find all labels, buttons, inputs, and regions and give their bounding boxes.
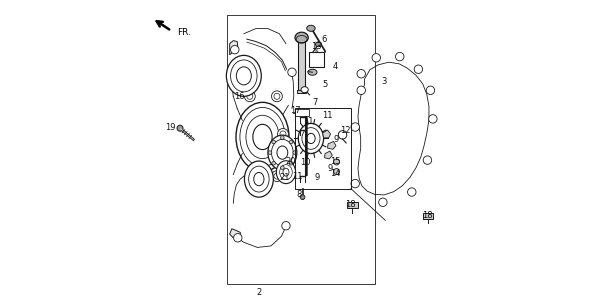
Text: 11: 11 (303, 117, 314, 126)
Circle shape (271, 91, 283, 102)
Circle shape (395, 52, 404, 61)
Circle shape (281, 136, 284, 139)
Ellipse shape (277, 146, 288, 159)
Ellipse shape (283, 168, 289, 176)
Circle shape (245, 172, 256, 182)
Ellipse shape (276, 161, 296, 184)
Text: FR.: FR. (177, 28, 191, 37)
Bar (227, 15, 375, 284)
Bar (295, 108, 351, 189)
Circle shape (282, 222, 290, 230)
Text: 9: 9 (327, 164, 333, 173)
Circle shape (357, 86, 365, 95)
Circle shape (414, 65, 422, 73)
Circle shape (293, 151, 297, 154)
Circle shape (277, 129, 289, 139)
Text: 18: 18 (422, 211, 432, 220)
Circle shape (423, 156, 432, 164)
Circle shape (281, 166, 284, 169)
Circle shape (231, 45, 239, 54)
Text: 13: 13 (311, 42, 322, 51)
Bar (422, 213, 434, 219)
Ellipse shape (316, 42, 322, 47)
Circle shape (379, 198, 387, 206)
Text: 7: 7 (312, 98, 317, 107)
Text: 16: 16 (234, 92, 245, 101)
Polygon shape (230, 26, 296, 249)
Circle shape (268, 151, 272, 154)
Text: 6: 6 (321, 35, 326, 44)
Circle shape (351, 123, 359, 131)
Circle shape (288, 68, 296, 76)
Text: 10: 10 (300, 158, 311, 167)
Ellipse shape (307, 133, 315, 144)
Circle shape (351, 179, 359, 188)
Circle shape (372, 54, 381, 62)
Text: 20: 20 (286, 157, 296, 166)
Ellipse shape (227, 55, 261, 96)
Text: 9: 9 (314, 173, 319, 182)
Bar (297, 90, 306, 93)
Polygon shape (323, 130, 330, 138)
Circle shape (426, 86, 435, 95)
Circle shape (177, 125, 183, 131)
Circle shape (272, 140, 276, 144)
Circle shape (289, 140, 293, 144)
Text: 2: 2 (256, 288, 261, 297)
Text: 14: 14 (330, 169, 341, 178)
Ellipse shape (268, 135, 297, 170)
Bar (295, 109, 309, 116)
Ellipse shape (308, 69, 317, 75)
Text: 9: 9 (334, 135, 339, 144)
Circle shape (333, 159, 340, 165)
Text: 21: 21 (279, 173, 290, 182)
Text: 17: 17 (290, 106, 300, 115)
Circle shape (289, 161, 293, 165)
Text: 4: 4 (333, 62, 338, 71)
Circle shape (272, 161, 276, 165)
Circle shape (333, 169, 340, 175)
Polygon shape (354, 55, 433, 202)
Ellipse shape (307, 25, 315, 31)
Ellipse shape (237, 67, 251, 85)
Text: 12: 12 (340, 126, 350, 135)
Bar (347, 202, 358, 208)
Text: 18: 18 (345, 200, 356, 209)
Circle shape (357, 70, 365, 78)
Text: 5: 5 (323, 80, 327, 89)
Circle shape (234, 234, 242, 242)
Text: 11: 11 (322, 111, 332, 120)
Text: 3: 3 (381, 77, 386, 86)
Polygon shape (230, 41, 238, 55)
Text: 11: 11 (292, 172, 302, 181)
Circle shape (408, 188, 416, 196)
Bar (298, 39, 305, 92)
Ellipse shape (253, 124, 272, 150)
Text: 19: 19 (165, 123, 175, 132)
Ellipse shape (236, 102, 289, 172)
Ellipse shape (244, 161, 273, 197)
Circle shape (429, 115, 437, 123)
Ellipse shape (254, 172, 264, 186)
Bar (309, 52, 324, 67)
Ellipse shape (295, 32, 308, 43)
Ellipse shape (301, 87, 308, 93)
Ellipse shape (299, 123, 323, 154)
Polygon shape (327, 141, 336, 149)
Circle shape (300, 195, 305, 200)
Circle shape (271, 171, 283, 182)
Text: 8: 8 (297, 190, 302, 199)
Circle shape (244, 91, 255, 102)
Polygon shape (230, 229, 241, 239)
Text: 15: 15 (330, 157, 341, 166)
Circle shape (338, 131, 347, 139)
Polygon shape (324, 151, 332, 159)
